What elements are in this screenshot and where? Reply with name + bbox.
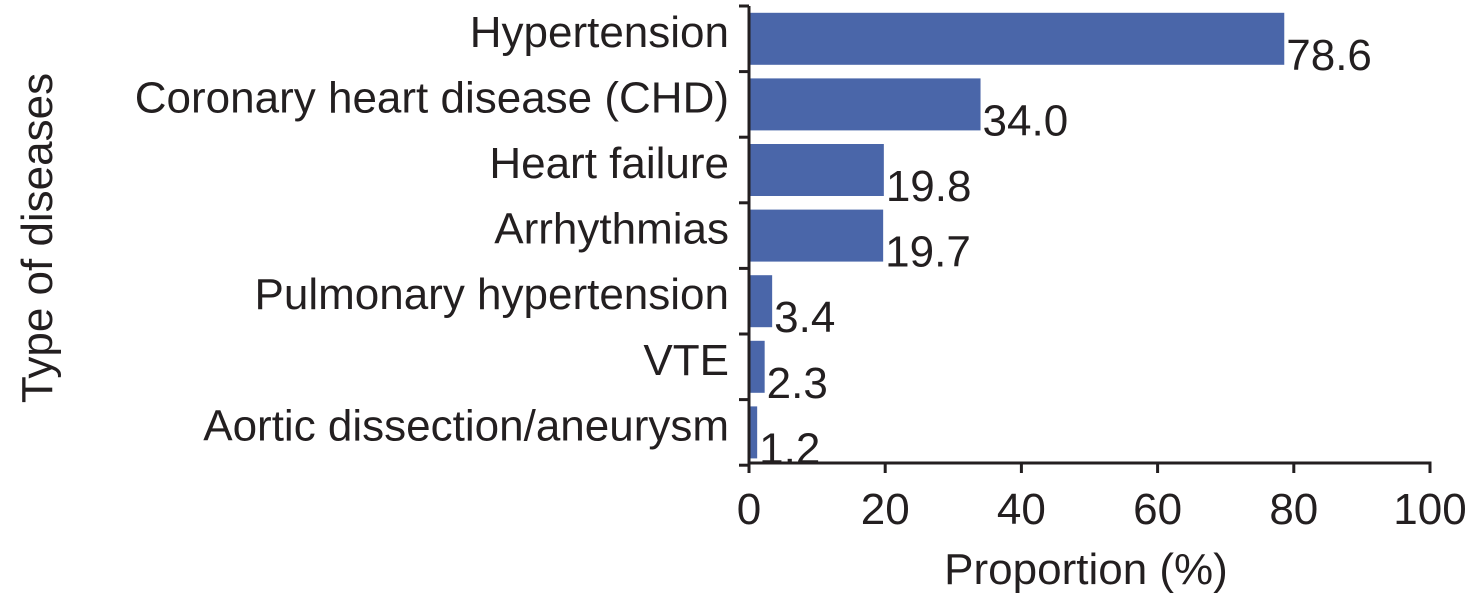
bar xyxy=(749,209,884,262)
bar xyxy=(749,12,1285,65)
y-axis-ticks xyxy=(739,4,749,467)
category-label: VTE xyxy=(643,336,729,385)
bar xyxy=(749,406,758,459)
value-label: 1.2 xyxy=(759,424,820,473)
x-tick-label: 60 xyxy=(1133,485,1182,534)
x-tick-label: 20 xyxy=(861,485,910,534)
value-label: 3.4 xyxy=(774,293,835,342)
category-label: Heart failure xyxy=(489,139,729,188)
y-axis-title: Type of diseases xyxy=(13,73,62,403)
bar xyxy=(749,144,884,196)
category-labels-group: Hypertension Coronary heart disease (CHD)… xyxy=(135,8,729,451)
bars-group xyxy=(749,12,1285,459)
x-tick-label: 100 xyxy=(1393,485,1466,534)
x-axis-ticks xyxy=(747,463,1432,473)
value-label: 34.0 xyxy=(983,96,1069,145)
category-label: Aortic dissection/aneurysm xyxy=(203,401,729,450)
x-tick-label: 40 xyxy=(997,485,1046,534)
bar xyxy=(749,275,773,328)
value-label: 2.3 xyxy=(767,359,828,408)
value-labels-group: 78.6 34.019.8 19.7 3.4 2.3 1.2 xyxy=(759,31,1372,474)
value-label: 78.6 xyxy=(1286,31,1372,80)
x-tick-label: 0 xyxy=(737,485,761,534)
x-tick-label: 80 xyxy=(1269,485,1318,534)
axes-group: 0 20 40 60 80 100 xyxy=(737,4,1467,534)
bar xyxy=(749,78,981,131)
value-label: 19.7 xyxy=(885,228,971,277)
x-axis-title: Proportion (%) xyxy=(944,545,1228,594)
x-tick-labels-group: 0 20 40 60 80 100 xyxy=(737,485,1467,534)
category-label: Coronary heart disease (CHD) xyxy=(135,73,729,122)
category-label: Arrhythmias xyxy=(494,205,729,254)
bar xyxy=(749,340,765,393)
value-label: 19.8 xyxy=(886,162,972,211)
category-label: Hypertension xyxy=(470,8,729,57)
category-label: Pulmonary hypertension xyxy=(255,270,729,319)
